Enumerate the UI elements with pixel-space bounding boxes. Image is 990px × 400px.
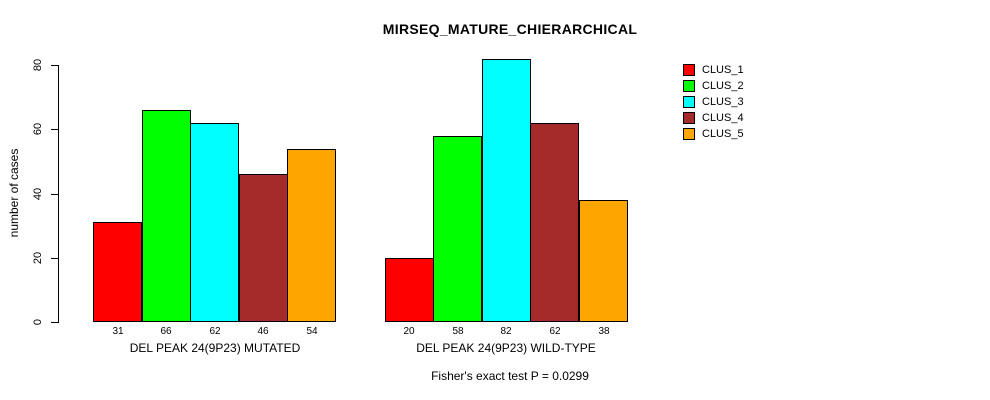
y-axis-tick: [51, 129, 58, 130]
bar-value-label: 54: [306, 326, 318, 337]
legend-entry-clus_5: CLUS_5: [683, 126, 744, 142]
legend-swatch-icon: [683, 80, 695, 92]
y-axis-tick-label: 20: [32, 251, 44, 265]
fisher-test-note: Fisher's exact test P = 0.0299: [431, 369, 589, 383]
bar-value-label: 38: [598, 326, 610, 337]
y-axis-line: [58, 65, 59, 323]
bar-value-label: 62: [209, 326, 221, 337]
bar-value-label: 58: [452, 326, 464, 337]
y-axis-tick-label: 80: [32, 58, 44, 72]
group-label: DEL PEAK 24(9P23) MUTATED: [129, 341, 301, 355]
y-axis-label: number of cases: [7, 148, 21, 238]
legend-entry-clus_1: CLUS_1: [683, 62, 744, 78]
bar-value-label: 46: [257, 326, 269, 337]
y-axis-tick: [51, 322, 58, 323]
y-axis-tick-label: 60: [32, 122, 44, 136]
bar-clus_3-group2: [482, 59, 531, 322]
legend-swatch-icon: [683, 112, 695, 124]
legend-label: CLUS_4: [702, 112, 744, 124]
legend-entry-clus_4: CLUS_4: [683, 110, 744, 126]
y-axis-tick: [51, 194, 58, 195]
legend-entry-clus_2: CLUS_2: [683, 78, 744, 94]
legend-entry-clus_3: CLUS_3: [683, 94, 744, 110]
legend: CLUS_1 CLUS_2 CLUS_3 CLUS_4 CLUS_5: [683, 62, 744, 142]
legend-swatch-icon: [683, 64, 695, 76]
bar-value-label: 66: [160, 326, 172, 337]
bar-clus_1-group2: [385, 258, 434, 322]
y-axis-tick: [51, 65, 58, 66]
bar-clus_2-group1: [142, 110, 191, 322]
legend-label: CLUS_5: [702, 128, 744, 140]
legend-label: CLUS_1: [702, 64, 744, 76]
bar-clus_1-group1: [93, 222, 142, 322]
bar-value-label: 62: [549, 326, 561, 337]
bar-clus_5-group1: [287, 149, 336, 322]
legend-label: CLUS_2: [702, 80, 744, 92]
y-axis-tick-label: 0: [32, 318, 44, 326]
group-label: DEL PEAK 24(9P23) WILD-TYPE: [416, 341, 596, 355]
bar-value-label: 31: [112, 326, 124, 337]
bar-clus_5-group2: [579, 200, 628, 322]
bar-value-label: 20: [403, 326, 415, 337]
chart-title: MIRSEQ_MATURE_CHIERARCHICAL: [382, 21, 638, 37]
y-axis-tick-label: 40: [32, 187, 44, 201]
bar-clus_4-group1: [239, 174, 288, 322]
legend-swatch-icon: [683, 128, 695, 140]
legend-label: CLUS_3: [702, 96, 744, 108]
legend-swatch-icon: [683, 96, 695, 108]
bar-clus_4-group2: [530, 123, 579, 322]
bar-clus_3-group1: [190, 123, 239, 322]
bar-clus_2-group2: [433, 136, 482, 322]
y-axis-tick: [51, 258, 58, 259]
bar-value-label: 82: [500, 326, 512, 337]
